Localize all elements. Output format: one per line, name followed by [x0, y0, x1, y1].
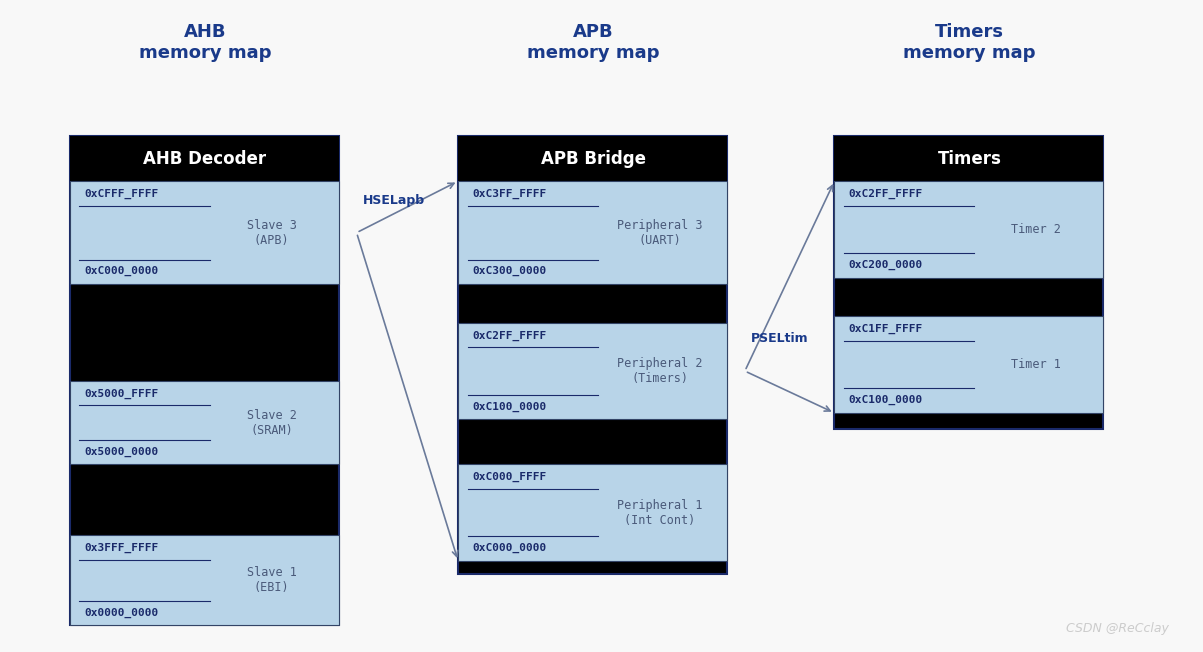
Text: 0xC000_0000: 0xC000_0000 — [473, 543, 546, 553]
Text: 0xC200_0000: 0xC200_0000 — [849, 259, 923, 270]
Text: Peripheral 3
(UART): Peripheral 3 (UART) — [617, 218, 703, 246]
Text: Timer 2: Timer 2 — [1012, 223, 1061, 236]
Bar — [458, 136, 727, 181]
Text: 0xC100_0000: 0xC100_0000 — [849, 395, 923, 405]
Text: Slave 1
(EBI): Slave 1 (EBI) — [247, 566, 296, 594]
Bar — [70, 381, 339, 464]
Bar — [70, 181, 339, 284]
Text: 0x0000_0000: 0x0000_0000 — [84, 608, 159, 617]
Bar — [835, 181, 1103, 278]
Bar — [70, 136, 339, 181]
Bar — [458, 136, 727, 574]
Bar — [458, 464, 727, 561]
Text: Peripheral 1
(Int Cont): Peripheral 1 (Int Cont) — [617, 499, 703, 527]
Bar — [835, 316, 1103, 413]
Text: 0xC3FF_FFFF: 0xC3FF_FFFF — [473, 189, 546, 199]
Bar — [458, 323, 727, 419]
Text: APB
memory map: APB memory map — [527, 23, 659, 63]
Text: Slave 2
(SRAM): Slave 2 (SRAM) — [247, 409, 296, 437]
Text: 0x5000_0000: 0x5000_0000 — [84, 447, 159, 456]
Text: APB Bridge: APB Bridge — [540, 150, 646, 168]
Text: 0xC2FF_FFFF: 0xC2FF_FFFF — [473, 331, 546, 341]
Bar — [835, 136, 1103, 181]
Text: Timers
memory map: Timers memory map — [903, 23, 1036, 63]
Bar — [835, 136, 1103, 429]
Text: AHB
memory map: AHB memory map — [138, 23, 271, 63]
Text: 0xC100_0000: 0xC100_0000 — [473, 402, 546, 411]
Bar — [458, 181, 727, 284]
Text: HSELapb: HSELapb — [362, 194, 425, 207]
Text: CSDN @ReCclay: CSDN @ReCclay — [1066, 622, 1169, 635]
Text: Timers: Timers — [937, 150, 1001, 168]
Text: AHB Decoder: AHB Decoder — [143, 150, 266, 168]
Text: 0x5000_FFFF: 0x5000_FFFF — [84, 389, 159, 398]
Bar — [70, 136, 339, 625]
Text: Slave 3
(APB): Slave 3 (APB) — [247, 218, 296, 246]
Text: 0x3FFF_FFFF: 0x3FFF_FFFF — [84, 543, 159, 553]
Text: Timer 1: Timer 1 — [1012, 358, 1061, 371]
Text: 0xC1FF_FFFF: 0xC1FF_FFFF — [849, 324, 923, 334]
Text: 0xC000_FFFF: 0xC000_FFFF — [473, 472, 546, 482]
Text: PSELtim: PSELtim — [751, 333, 808, 346]
Text: Peripheral 2
(Timers): Peripheral 2 (Timers) — [617, 357, 703, 385]
Text: 0xC2FF_FFFF: 0xC2FF_FFFF — [849, 189, 923, 199]
Text: 0xC000_0000: 0xC000_0000 — [84, 266, 159, 276]
Bar — [70, 535, 339, 625]
Text: 0xC300_0000: 0xC300_0000 — [473, 266, 546, 276]
Text: 0xCFFF_FFFF: 0xCFFF_FFFF — [84, 189, 159, 199]
